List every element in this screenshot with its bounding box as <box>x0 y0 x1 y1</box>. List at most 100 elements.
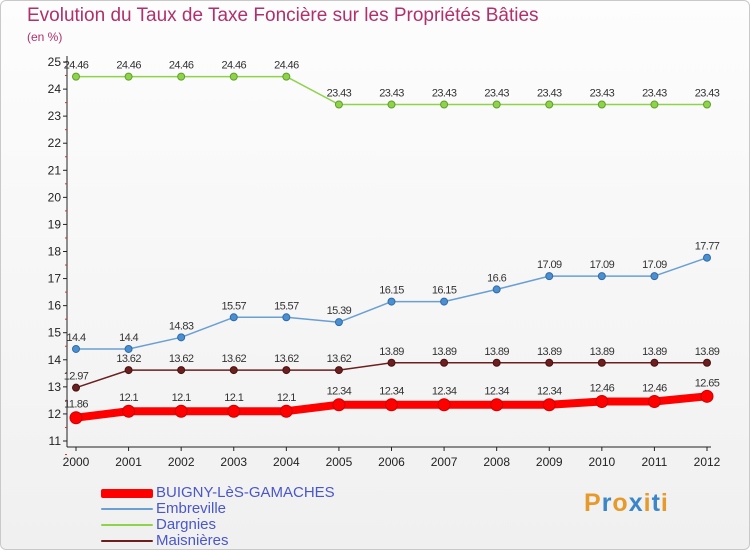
legend-label-buigny: BUIGNY-LèS-GAMACHES <box>156 484 335 501</box>
legend-swatch-buigny <box>101 489 153 498</box>
data-point-maisnieres <box>334 366 343 375</box>
data-point-embreville <box>387 297 396 306</box>
data-label-maisnieres: 13.89 <box>379 346 404 358</box>
legend-label-maisnieres: Maisnières <box>156 532 229 549</box>
data-label-embreville: 16.15 <box>432 285 457 297</box>
data-label-buigny: 12.34 <box>537 386 562 398</box>
y-tick-label: 23 <box>48 109 62 123</box>
data-point-dargnies <box>545 100 554 109</box>
data-label-maisnieres: 13.62 <box>116 353 141 365</box>
data-point-maisnieres <box>387 358 396 367</box>
x-tick-label: 2011 <box>642 455 668 469</box>
data-label-maisnieres: 12.97 <box>64 371 89 383</box>
data-label-dargnies: 23.43 <box>379 88 404 100</box>
proxiti-logo: Proxiti <box>584 489 669 517</box>
data-point-buigny <box>174 404 188 418</box>
data-label-embreville: 15.57 <box>221 300 246 312</box>
x-tick-label: 2007 <box>431 455 458 469</box>
data-point-embreville <box>650 272 659 281</box>
x-tick-label: 2004 <box>273 455 300 469</box>
data-label-buigny: 12.1 <box>277 392 296 404</box>
data-label-dargnies: 24.46 <box>116 60 141 72</box>
data-point-buigny <box>385 398 398 412</box>
data-label-buigny: 12.34 <box>432 386 457 398</box>
data-label-buigny: 12.46 <box>642 382 667 394</box>
data-point-embreville <box>492 285 501 294</box>
data-point-maisnieres <box>282 366 291 375</box>
legend-label-dargnies: Dargnies <box>156 516 217 533</box>
x-tick-label: 2009 <box>536 455 563 469</box>
y-tick-label: 16 <box>48 299 62 313</box>
data-point-buigny <box>227 404 241 418</box>
data-point-dargnies <box>703 100 711 109</box>
x-tick-label: 2003 <box>220 455 247 469</box>
data-label-dargnies: 23.43 <box>327 88 352 100</box>
data-label-maisnieres: 13.89 <box>642 346 667 358</box>
x-tick-label: 2001 <box>115 455 142 469</box>
data-label-embreville: 16.15 <box>379 285 404 297</box>
data-point-maisnieres <box>440 358 449 367</box>
data-point-maisnieres <box>650 358 659 367</box>
data-point-maisnieres <box>545 358 554 367</box>
data-label-dargnies: 23.43 <box>432 88 457 100</box>
data-label-dargnies: 23.43 <box>590 88 615 100</box>
data-point-dargnies <box>597 100 606 109</box>
data-point-embreville <box>440 297 449 306</box>
y-tick-label: 17 <box>48 272 62 286</box>
data-label-embreville: 17.09 <box>537 259 562 271</box>
data-point-dargnies <box>387 100 396 109</box>
y-tick-label: 13 <box>48 380 62 394</box>
data-label-maisnieres: 13.62 <box>169 353 194 365</box>
legend-label-embreville: Embreville <box>156 500 227 517</box>
data-label-buigny: 12.34 <box>379 386 404 398</box>
data-label-embreville: 14.4 <box>66 332 85 344</box>
data-label-embreville: 15.39 <box>327 305 352 317</box>
data-point-maisnieres <box>229 366 238 375</box>
data-point-dargnies <box>334 100 343 109</box>
legend-swatch-maisnieres <box>101 540 153 542</box>
data-label-buigny: 12.46 <box>590 382 615 394</box>
data-label-embreville: 16.6 <box>487 272 506 284</box>
data-label-maisnieres: 13.89 <box>537 346 562 358</box>
chart-title: Evolution du Taux de Taxe Foncière sur l… <box>27 5 539 26</box>
x-tick-label: 2012 <box>694 455 721 469</box>
data-label-buigny: 12.34 <box>327 386 352 398</box>
data-point-dargnies <box>440 100 449 109</box>
data-point-dargnies <box>492 100 501 109</box>
data-point-embreville <box>334 318 343 327</box>
data-point-buigny <box>122 404 136 418</box>
x-tick-label: 2000 <box>63 455 90 469</box>
y-tick-label: 12 <box>48 407 62 421</box>
data-point-maisnieres <box>177 366 186 375</box>
data-point-embreville <box>229 313 238 322</box>
data-label-dargnies: 23.43 <box>642 88 667 100</box>
data-label-buigny: 12.1 <box>119 392 138 404</box>
y-tick-label: 25 <box>48 55 62 69</box>
data-label-embreville: 17.77 <box>695 241 720 253</box>
x-tick-label: 2005 <box>326 455 353 469</box>
data-label-maisnieres: 13.89 <box>484 346 509 358</box>
data-point-dargnies <box>282 72 291 81</box>
data-label-embreville: 14.83 <box>169 320 194 332</box>
data-label-maisnieres: 13.62 <box>274 353 299 365</box>
data-point-buigny <box>279 404 293 418</box>
data-label-dargnies: 24.46 <box>169 60 194 72</box>
chart-subtitle: (en %) <box>27 30 63 44</box>
data-label-maisnieres: 13.89 <box>695 346 720 358</box>
data-label-dargnies: 23.43 <box>484 88 509 100</box>
data-point-dargnies <box>229 72 238 81</box>
data-point-maisnieres <box>492 358 501 367</box>
data-point-embreville <box>703 253 711 262</box>
y-tick-label: 14 <box>48 353 62 367</box>
data-label-dargnies: 24.46 <box>64 60 89 72</box>
legend-swatch-embreville <box>101 508 153 510</box>
data-label-embreville: 17.09 <box>590 259 615 271</box>
data-point-buigny <box>490 398 504 412</box>
x-tick-label: 2002 <box>168 455 195 469</box>
y-tick-label: 18 <box>48 245 62 259</box>
y-tick-label: 20 <box>48 190 62 204</box>
data-point-embreville <box>177 333 186 342</box>
data-point-buigny <box>542 398 556 412</box>
